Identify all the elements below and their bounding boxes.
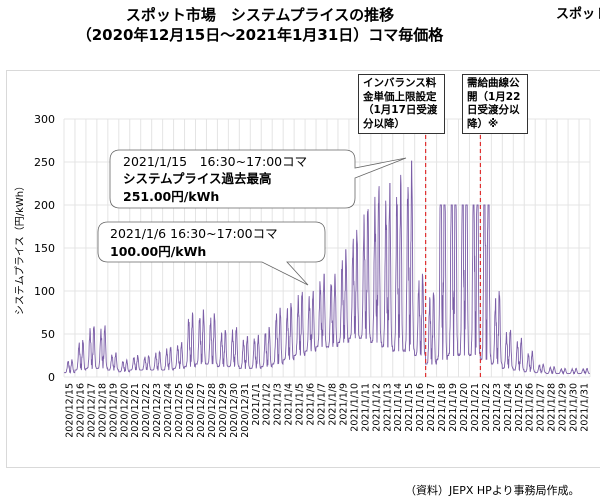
x-tick-label: 2021/1/29 bbox=[558, 383, 569, 432]
corner-text: スポット bbox=[556, 7, 600, 22]
x-tick-label: 2021/1/5 bbox=[295, 383, 306, 426]
x-tick-label: 2021/1/21 bbox=[470, 383, 481, 432]
x-tick-label: 2020/12/30 bbox=[229, 383, 240, 438]
x-tick-label: 2020/12/16 bbox=[75, 383, 86, 438]
jan6-callout-bubble bbox=[97, 221, 326, 286]
x-tick-label: 2020/12/19 bbox=[108, 383, 119, 438]
x-tick-label: 2021/1/14 bbox=[393, 383, 404, 432]
x-tick-label: 2021/1/15 bbox=[404, 383, 415, 432]
y-axis-label: システムプライス（円/kWh） bbox=[14, 181, 26, 315]
jan6-callout-line2: 100.00円/kWh bbox=[110, 244, 206, 259]
x-tick-label: 2021/1/19 bbox=[448, 383, 459, 432]
x-tick-label: 2020/12/20 bbox=[119, 383, 130, 438]
peak-callout-line1: 2021/1/15 16:30~17:00コマ bbox=[123, 154, 307, 169]
y-tick-label: 250 bbox=[34, 156, 55, 169]
x-tick-label: 2021/1/23 bbox=[492, 383, 503, 432]
x-tick-label: 2021/1/8 bbox=[327, 383, 338, 426]
x-tick-label: 2021/1/13 bbox=[382, 383, 393, 432]
x-tick-label: 2021/1/24 bbox=[503, 383, 514, 432]
y-tick-label: 0 bbox=[48, 371, 55, 384]
x-tick-label: 2020/12/22 bbox=[141, 383, 152, 438]
x-ticks: 2020/12/15 2020/12/16 2020/12/17 2020/12/18… bbox=[64, 383, 590, 438]
x-tick-label: 2020/12/27 bbox=[196, 383, 207, 438]
x-tick-label: 2020/12/26 bbox=[185, 383, 196, 438]
x-tick-label: 2021/1/12 bbox=[371, 383, 382, 432]
x-tick-label: 2020/12/17 bbox=[86, 383, 97, 438]
y-tick-label: 300 bbox=[34, 113, 55, 126]
y-ticks: 0 50 100 150 200 250 300 bbox=[34, 113, 55, 384]
x-tick-label: 2021/1/20 bbox=[459, 383, 470, 432]
marker-lines bbox=[425, 135, 482, 377]
imbalance-annotation: インバランス料金単価上限設定（1月17日受渡分以降） bbox=[358, 74, 445, 134]
y-tick-label: 150 bbox=[34, 242, 55, 255]
x-tick-label: 2020/12/31 bbox=[240, 383, 251, 438]
x-tick-label: 2020/12/15 bbox=[64, 383, 75, 438]
chart-subtitle: （2020年12月15日～2021年1月31日）コマ毎価格 bbox=[76, 26, 444, 44]
source-note: （資料）JEPX HPより事務局作成。 bbox=[405, 484, 580, 497]
x-tick-label: 2021/1/3 bbox=[273, 383, 284, 426]
x-tick-label: 2021/1/22 bbox=[481, 383, 492, 432]
x-tick-label: 2021/1/6 bbox=[306, 383, 317, 426]
x-tick-label: 2021/1/30 bbox=[569, 383, 580, 432]
x-tick-label: 2021/1/25 bbox=[514, 383, 525, 432]
x-tick-label: 2020/12/21 bbox=[130, 383, 141, 438]
x-tick-label: 2021/1/27 bbox=[536, 383, 547, 432]
x-tick-label: 2020/12/29 bbox=[218, 383, 229, 438]
peak-callout-bubble bbox=[109, 149, 407, 209]
peak-callout-line3: 251.00円/kWh bbox=[123, 189, 219, 204]
x-tick-label: 2020/12/25 bbox=[174, 383, 185, 438]
peak-callout-line2: システムプライス過去最高 bbox=[123, 171, 272, 186]
x-tick-label: 2021/1/26 bbox=[525, 383, 536, 432]
x-tick-label: 2021/1/9 bbox=[338, 383, 349, 426]
x-tick-label: 2021/1/16 bbox=[415, 383, 426, 432]
x-tick-label: 2021/1/18 bbox=[437, 383, 448, 432]
y-tick-label: 50 bbox=[41, 328, 55, 341]
x-tick-label: 2020/12/23 bbox=[152, 383, 163, 438]
x-tick-label: 2021/1/2 bbox=[262, 383, 273, 426]
x-tick-label: 2021/1/4 bbox=[284, 383, 295, 426]
y-tick-label: 200 bbox=[34, 199, 55, 212]
series-line bbox=[64, 160, 590, 375]
chart-title: スポット市場 システムプライスの推移 bbox=[125, 6, 395, 24]
x-tick-label: 2021/1/1 bbox=[251, 383, 262, 426]
x-tick-label: 2021/1/10 bbox=[349, 383, 360, 432]
x-tick-label: 2020/12/28 bbox=[207, 383, 218, 438]
x-tick-label: 2021/1/11 bbox=[360, 383, 371, 432]
x-tick-label: 2021/1/17 bbox=[426, 383, 437, 432]
x-tick-label: 2021/1/28 bbox=[547, 383, 558, 432]
jan6-callout-line1: 2021/1/6 16:30~17:00コマ bbox=[110, 226, 278, 241]
chart-frame bbox=[6, 70, 600, 468]
x-tick-label: 2021/1/31 bbox=[580, 383, 591, 432]
demand-curve-annotation: 需給曲線公開（1月22日受渡分以降）※ bbox=[462, 74, 528, 134]
x-tick-label: 2020/12/18 bbox=[97, 383, 108, 438]
y-tick-label: 100 bbox=[34, 285, 55, 298]
x-tick-label: 2020/12/24 bbox=[163, 383, 174, 438]
x-tick-label: 2021/1/7 bbox=[317, 383, 328, 426]
